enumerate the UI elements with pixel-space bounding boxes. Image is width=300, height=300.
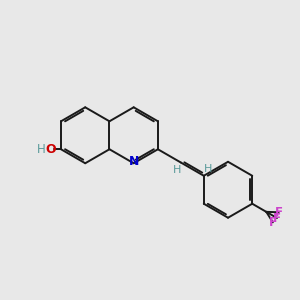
Text: N: N bbox=[128, 155, 139, 168]
Text: H: H bbox=[172, 165, 181, 175]
Text: F: F bbox=[269, 216, 277, 229]
Text: H: H bbox=[204, 164, 212, 174]
Text: F: F bbox=[274, 206, 283, 219]
Text: F: F bbox=[273, 212, 281, 224]
Text: H: H bbox=[37, 143, 46, 156]
Text: O: O bbox=[45, 143, 56, 156]
